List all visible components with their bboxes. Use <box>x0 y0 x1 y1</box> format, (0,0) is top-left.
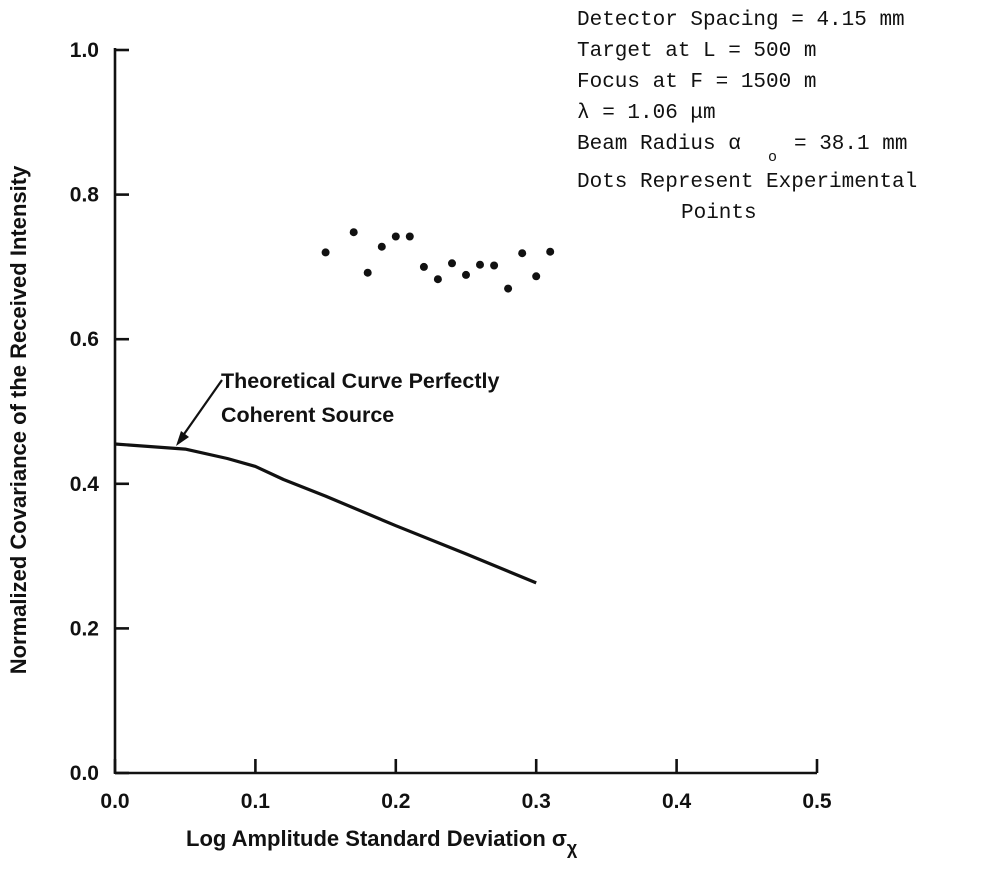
experimental-point <box>546 247 555 256</box>
experimental-point <box>448 259 456 268</box>
experimental-point <box>518 249 527 258</box>
y-axis-title: Normalized Covariance of the Received In… <box>6 165 31 674</box>
x-tick-label: 0.2 <box>381 790 410 813</box>
y-axis-ticks: 0.0 0.2 0.4 0.6 0.8 1.0 <box>70 39 129 785</box>
param-dots-note-cont: Points <box>681 202 757 225</box>
experimental-point <box>490 261 499 270</box>
experimental-point <box>321 248 330 257</box>
y-tick-label: 0.0 <box>70 762 99 785</box>
param-beam-radius-value: = 38.1 mm <box>794 133 907 156</box>
param-detector-spacing: Detector Spacing = 4.15 mm <box>577 9 905 32</box>
y-tick-label: 0.4 <box>70 473 100 496</box>
curve-annotation-line1: Theoretical Curve Perfectly <box>221 369 499 393</box>
experimental-point <box>419 262 428 271</box>
experimental-point <box>391 232 400 241</box>
annotation-arrowhead-icon <box>176 431 189 446</box>
curve-annotation-line2: Coherent Source <box>221 403 394 427</box>
experimental-point <box>363 268 372 277</box>
experimental-point <box>476 260 484 269</box>
param-target: Target at L = 500 m <box>577 40 816 63</box>
y-tick-label: 0.2 <box>70 617 99 640</box>
experimental-point <box>405 232 414 241</box>
x-tick-label: 0.4 <box>662 790 692 813</box>
param-dots-note: Dots Represent Experimental <box>577 171 917 194</box>
experimental-points <box>321 228 555 293</box>
x-tick-label: 0.5 <box>802 790 832 813</box>
x-tick-label: 0.3 <box>522 790 551 813</box>
x-tick-label: 0.0 <box>100 790 129 813</box>
x-axis-title-text: Log Amplitude Standard Deviation σ <box>186 826 567 851</box>
experimental-point <box>532 272 541 281</box>
param-beam-radius-label: Beam Radius α <box>577 133 741 156</box>
theoretical-curve-line <box>114 442 537 585</box>
x-axis-title-subscript: χ <box>567 838 578 858</box>
annotation-arrow-shaft <box>181 379 223 438</box>
experimental-point <box>504 284 513 293</box>
experimental-point <box>349 228 358 237</box>
x-tick-label: 0.1 <box>241 790 271 813</box>
experimental-point <box>377 242 386 251</box>
param-focus: Focus at F = 1500 m <box>577 71 816 94</box>
param-wavelength: λ = 1.06 μm <box>577 102 716 125</box>
parameters-block: Detector Spacing = 4.15 mm Target at L =… <box>577 9 917 225</box>
param-beam-radius-subscript: o <box>768 149 777 166</box>
x-axis-title: Log Amplitude Standard Deviation σχ <box>186 826 578 858</box>
y-tick-label: 1.0 <box>70 39 99 62</box>
y-tick-label: 0.8 <box>70 184 100 207</box>
y-tick-label: 0.6 <box>70 328 99 351</box>
x-axis-ticks: 0.0 0.1 0.2 0.3 0.4 0.5 <box>100 759 832 813</box>
experimental-point <box>433 275 442 284</box>
experimental-point <box>462 270 470 279</box>
